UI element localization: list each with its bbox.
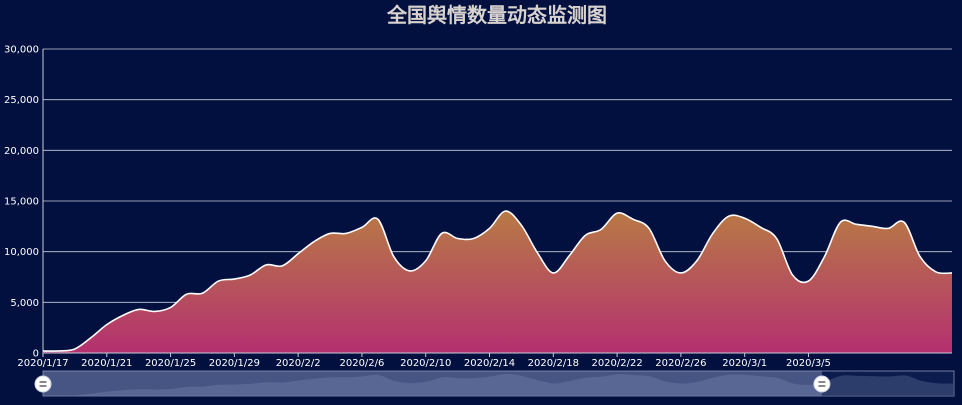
handle-knob[interactable]	[813, 375, 831, 393]
x-tick-label: 2020/1/25	[145, 358, 196, 369]
area-fill	[43, 211, 952, 353]
x-tick-label: 2020/1/21	[81, 358, 132, 369]
series-line	[42, 210, 953, 352]
y-tick-label: 30,000	[4, 45, 39, 56]
x-tick-label: 2020/2/6	[339, 358, 384, 369]
x-tick-label: 2020/3/1	[722, 358, 767, 369]
x-tick-label: 2020/3/5	[786, 358, 831, 369]
x-tick-label: 2020/2/18	[528, 358, 579, 369]
x-axis: 2020/1/17 2020/1/21 2020/1/25 2020/1/29 2020…	[17, 352, 952, 369]
chart-title: 全国舆情数量动态监测图	[386, 3, 607, 27]
x-tick-label: 2020/1/17	[17, 358, 68, 369]
x-tick-label: 2020/2/26	[655, 358, 706, 369]
y-tick-label: 15,000	[4, 197, 39, 208]
x-tick-label: 2020/2/14	[464, 358, 515, 369]
x-tick-label: 2020/2/2	[276, 358, 321, 369]
y-tick-label: 10,000	[4, 247, 39, 258]
zoom-handle-start[interactable]	[34, 375, 52, 393]
x-tick-label: 2020/1/29	[209, 358, 260, 369]
handle-knob[interactable]	[34, 375, 52, 393]
x-tick-label: 2020/2/10	[400, 358, 451, 369]
y-tick-label: 0	[33, 349, 39, 360]
zoom-selection[interactable]	[43, 371, 822, 396]
x-tick-label: 2020/2/22	[591, 358, 642, 369]
zoom-handle-end[interactable]	[813, 375, 831, 393]
y-axis: 0 5,000 10,000 15,000 20,000 25,000 30,000	[4, 45, 44, 360]
y-tick-label: 25,000	[4, 95, 39, 106]
plot-area	[42, 210, 953, 353]
data-zoom-slider[interactable]	[34, 370, 955, 397]
y-tick-label: 5,000	[10, 298, 39, 309]
y-tick-label: 20,000	[4, 146, 39, 157]
zoom-preview	[43, 373, 954, 396]
